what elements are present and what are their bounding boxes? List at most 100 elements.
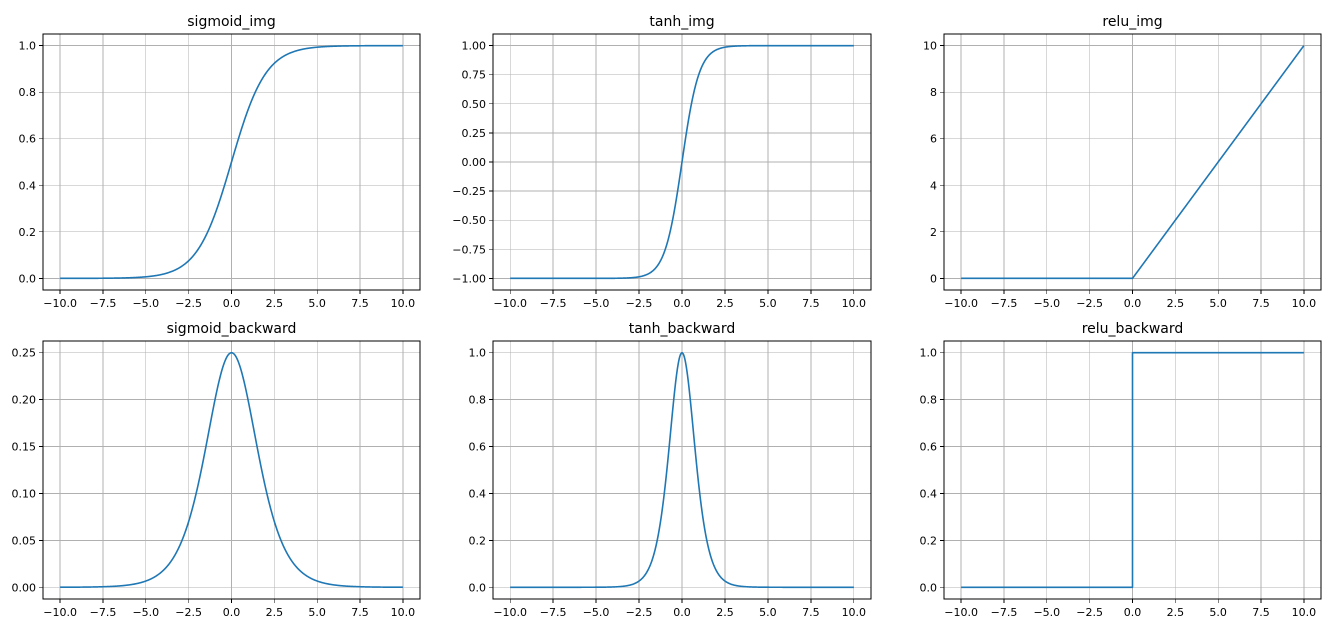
x-tick-label: 5.0 (1209, 606, 1227, 619)
x-tick-label: 2.5 (716, 297, 734, 310)
y-tick-label: 1.00 (462, 40, 487, 53)
subplot-title: relu_backward (1082, 321, 1184, 337)
x-tick-label: −2.5 (175, 606, 202, 619)
series-line (960, 45, 1305, 280)
y-tick-label: 0.75 (462, 69, 487, 82)
x-tick-label: 5.0 (1209, 297, 1227, 310)
x-tick-label: −10.0 (944, 606, 978, 619)
x-tick-label: 7.5 (1252, 606, 1270, 619)
x-tick-label: −5.0 (132, 297, 159, 310)
y-tick-label: −0.75 (452, 243, 486, 256)
y-tick-label: 0.05 (12, 534, 37, 547)
y-tick-label: 0.4 (920, 487, 938, 500)
x-tick-label: −5.0 (132, 606, 159, 619)
y-tick-label: 0.0 (920, 581, 938, 594)
x-tick-label: 2.5 (1167, 297, 1185, 310)
x-tick-label: 0.0 (673, 297, 691, 310)
y-tick-label: 0.6 (19, 133, 37, 146)
x-tick-label: 0.0 (223, 297, 241, 310)
y-tick-label: 0.00 (12, 581, 37, 594)
x-tick-label: 7.5 (351, 606, 369, 619)
y-tick-label: 1.0 (469, 347, 487, 360)
subplot-title: relu_img (1102, 14, 1162, 30)
x-tick-label: −10.0 (43, 297, 77, 310)
y-tick-label: 0.15 (12, 441, 37, 454)
series-line (961, 351, 1304, 589)
y-tick-label: −1.00 (452, 272, 486, 285)
x-tick-label: 0.0 (1124, 297, 1142, 310)
x-tick-label: 10.0 (1292, 297, 1317, 310)
x-tick-label: −2.5 (1076, 297, 1103, 310)
y-tick-label: 0.8 (920, 394, 938, 407)
y-tick-label: 4 (930, 179, 937, 192)
y-tick-label: 0.20 (12, 394, 37, 407)
x-tick-label: 5.0 (308, 606, 326, 619)
y-tick-label: −0.25 (452, 185, 486, 198)
x-tick-label: −5.0 (583, 297, 610, 310)
subplot-title: sigmoid_img (187, 14, 275, 30)
y-tick-label: 0.25 (462, 127, 487, 140)
y-tick-label: 0.2 (469, 534, 487, 547)
x-tick-label: −2.5 (626, 297, 653, 310)
subplot-relu-img: relu_img −10.0 −7.5 −5.0 −2.5 0.0 2.5 5.0 7.5 10… (923, 14, 1322, 310)
x-tick-label: −10.0 (43, 606, 77, 619)
x-tick-label: −7.5 (90, 606, 117, 619)
x-tick-label: −7.5 (90, 297, 117, 310)
y-tick-label: −0.50 (452, 214, 486, 227)
x-tick-label: −7.5 (540, 297, 567, 310)
subplot-title: sigmoid_backward (167, 321, 297, 337)
y-tick-label: 0.4 (469, 487, 487, 500)
y-tick-label: 0.50 (462, 98, 487, 111)
x-tick-label: 2.5 (1167, 606, 1185, 619)
subplot-tanh-img: tanh_img −10.0 −7.5 −5.0 −2.5 0.0 2.5 5.0 7.5 10… (452, 14, 872, 310)
y-tick-label: 0.0 (19, 272, 37, 285)
y-tick-label: 0.10 (12, 487, 37, 500)
y-tick-label: 0.2 (19, 226, 37, 239)
y-tick-label: 1.0 (920, 347, 938, 360)
y-tick-label: 10 (923, 40, 937, 53)
x-tick-label: −2.5 (626, 606, 653, 619)
x-tick-label: 5.0 (308, 297, 326, 310)
x-tick-label: 10.0 (391, 606, 416, 619)
x-tick-label: −10.0 (944, 297, 978, 310)
y-tick-label: 0.2 (920, 534, 938, 547)
subplot-title: tanh_backward (629, 321, 736, 337)
series-line (509, 351, 855, 589)
y-tick-label: 0.0 (469, 581, 487, 594)
x-tick-label: 5.0 (759, 606, 777, 619)
y-tick-label: 2 (930, 226, 937, 239)
x-tick-label: 7.5 (1252, 297, 1270, 310)
x-tick-label: 0.0 (673, 606, 691, 619)
x-tick-label: 7.5 (351, 297, 369, 310)
y-tick-label: 6 (930, 133, 937, 146)
y-tick-label: 0.6 (469, 441, 487, 454)
series-line (509, 44, 855, 280)
series-line (59, 351, 404, 589)
y-tick-label: 0 (930, 272, 937, 285)
x-tick-label: 7.5 (802, 297, 820, 310)
x-tick-label: −5.0 (1033, 297, 1060, 310)
x-tick-label: 5.0 (759, 297, 777, 310)
y-tick-label: 0.00 (462, 156, 487, 169)
x-tick-label: −5.0 (583, 606, 610, 619)
x-tick-label: 2.5 (266, 606, 284, 619)
x-tick-label: −5.0 (1033, 606, 1060, 619)
x-tick-label: 2.5 (266, 297, 284, 310)
x-tick-label: 0.0 (1124, 606, 1142, 619)
x-tick-label: 10.0 (842, 606, 867, 619)
y-tick-label: 0.6 (920, 441, 938, 454)
subplot-sigmoid-backward: sigmoid_backward −10.0 −7.5 −5.0 −2.5 0.0 2.5… (12, 321, 421, 619)
x-tick-label: 7.5 (802, 606, 820, 619)
x-tick-label: −2.5 (175, 297, 202, 310)
subplot-title: tanh_img (649, 14, 714, 30)
x-tick-label: 10.0 (842, 297, 867, 310)
y-tick-label: 0.25 (12, 347, 37, 360)
x-tick-label: −10.0 (493, 606, 527, 619)
x-tick-label: 2.5 (716, 606, 734, 619)
y-tick-label: 0.8 (469, 394, 487, 407)
x-tick-label: −2.5 (1076, 606, 1103, 619)
y-tick-label: 1.0 (19, 40, 37, 53)
subplot-tanh-backward: tanh_backward −10.0 −7.5 −5.0 −2.5 0.0 2.5 5.0… (469, 321, 872, 619)
